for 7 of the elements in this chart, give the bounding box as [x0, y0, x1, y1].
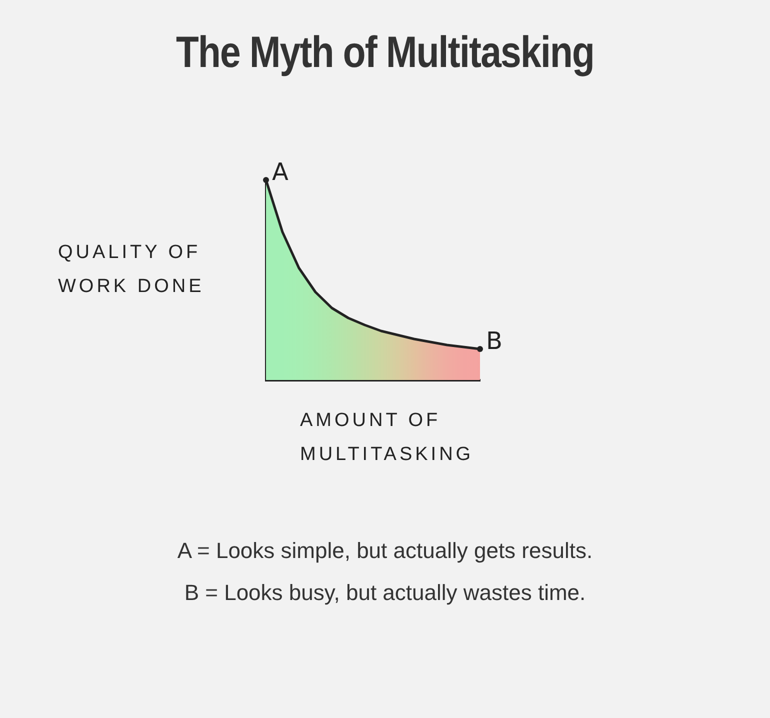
annotation: A: [272, 158, 289, 186]
text: A = Looks simple, but actually gets results.: [176, 537, 594, 565]
chart-title: The Myth of Multitasking: [175, 28, 595, 78]
y-axis-title: QUALITY OF WORK DONE: [58, 241, 206, 299]
text: B = Looks busy, but actually wastes time.: [183, 579, 587, 607]
x-axis-title: AMOUNT OF MULTITASKING: [300, 409, 475, 467]
text: B: [486, 327, 502, 356]
